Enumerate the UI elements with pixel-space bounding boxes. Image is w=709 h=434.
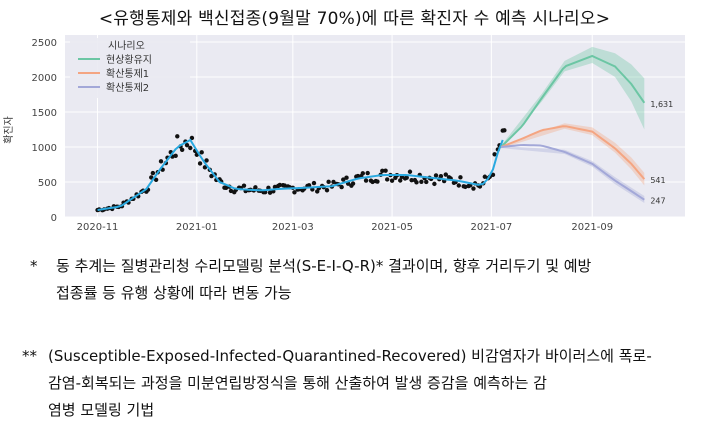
observed-point — [492, 152, 497, 157]
observed-point — [202, 165, 208, 170]
observed-point — [350, 181, 356, 186]
observed-point — [339, 184, 344, 190]
observed-point — [404, 175, 409, 180]
observed-point — [456, 183, 462, 188]
series-line — [500, 54, 646, 148]
observed-point — [149, 175, 154, 180]
observed-point — [292, 190, 297, 195]
legend-label: 확산통제1 — [106, 68, 149, 80]
y-axis-label: 확진자 — [3, 116, 15, 144]
footnote-2-line-2: 감염-회복되는 과정을 미분연립방정식을 통해 산출하여 발생 증감을 예측하는… — [48, 374, 547, 392]
x-tick-labels: 2020-11 2021-01 2021-03 2021-05 2021-07 2021-… — [77, 222, 613, 233]
observed-point — [277, 182, 283, 188]
observed-point — [433, 173, 439, 178]
observed-point — [199, 150, 204, 155]
observed-point — [424, 179, 429, 185]
fitted-line — [97, 138, 504, 211]
confidence-band — [501, 123, 645, 186]
observed-point — [471, 186, 476, 191]
x-tick-label: 2021-05 — [371, 222, 413, 233]
observed-point — [324, 188, 330, 193]
x-tick-label: 2021-03 — [272, 222, 314, 233]
observed-point — [150, 170, 156, 176]
x-tick-label: 2021-01 — [176, 222, 218, 233]
confidence-band — [501, 46, 645, 149]
footnote-1: * 동 추계는 질병관리청 수리모델링 분석(S-E-I-Q-R)* 결과이며, … — [30, 253, 700, 307]
series-line — [501, 143, 645, 201]
end-value-label: 1,631 — [650, 100, 673, 109]
x-tick-label: 2021-07 — [470, 222, 512, 233]
observed-point — [443, 172, 448, 177]
observed-point — [383, 168, 388, 173]
observed-point — [184, 142, 190, 148]
observed-point — [253, 185, 258, 190]
y-tick-label: 0 — [51, 213, 57, 224]
page-title: <유행통제와 백신접종(9월말 70%)에 따른 확진자 수 예측 시나리오> — [98, 9, 611, 29]
observed-point — [179, 147, 185, 152]
observed-point — [209, 173, 214, 179]
confidence-band — [501, 145, 645, 203]
y-tick-label: 1000 — [32, 143, 57, 154]
observed-point — [175, 134, 180, 139]
y-tick-label: 2500 — [32, 38, 57, 49]
legend-label: 현상황유지 — [106, 54, 152, 66]
observed-point — [344, 175, 349, 180]
observed-point — [241, 183, 247, 188]
series-line — [500, 125, 646, 180]
observed-point — [409, 177, 414, 183]
observed-point — [414, 180, 419, 185]
observed-point — [458, 175, 463, 180]
footnote-1-line-1: 동 추계는 질병관리청 수리모델링 분석(S-E-I-Q-R)* 결과이며, 향… — [56, 257, 592, 275]
series-lines — [97, 54, 646, 211]
observed-point — [419, 179, 424, 184]
observed-point — [438, 174, 444, 179]
footnote-2-line-1: (Susceptible-Exposed-Infected-Quarantine… — [48, 347, 652, 365]
observed-point — [204, 158, 209, 163]
forecast-chart: 0 500 1000 1500 2000 2500 2020-11 2021-01 2021-… — [3, 35, 685, 233]
end-value-label: 247 — [650, 197, 665, 206]
observed-point — [502, 128, 507, 133]
observed-point — [355, 173, 361, 179]
x-tick-label: 2021-09 — [571, 222, 613, 233]
observed-point — [380, 168, 385, 174]
y-tick-label: 500 — [38, 178, 57, 189]
observed-point — [375, 179, 380, 184]
observed-point — [197, 161, 203, 166]
observed-point — [389, 178, 395, 183]
footnote-1-mark: * — [30, 257, 38, 275]
observed-point — [363, 178, 369, 183]
observed-point — [432, 181, 437, 187]
end-value-label: 541 — [650, 176, 665, 185]
observed-point — [326, 179, 331, 185]
observed-point — [407, 169, 413, 174]
legend-title: 시나리오 — [108, 40, 145, 52]
y-tick-label: 1500 — [32, 108, 57, 119]
observed-point — [365, 170, 370, 176]
y-tick-labels: 0 500 1000 1500 2000 2500 — [32, 38, 57, 224]
footnote-2-mark: ** — [22, 347, 37, 365]
confidence-bands — [501, 46, 645, 203]
observed-point — [490, 172, 496, 178]
footnote-2-line-3: 염병 모델링 기법 — [48, 401, 155, 419]
observed-point — [331, 179, 336, 185]
observed-point — [360, 171, 365, 176]
footnote-1-line-2: 접종률 등 유행 상황에 따라 변동 가능 — [56, 284, 292, 302]
observed-point — [398, 178, 403, 183]
observed-point — [173, 153, 178, 159]
observed-point — [315, 189, 320, 194]
x-tick-label: 2020-11 — [77, 222, 119, 233]
legend-label: 확산통제2 — [106, 82, 149, 94]
end-value-labels: 1,631 541 247 — [650, 100, 673, 206]
y-tick-label: 2000 — [32, 73, 57, 84]
observed-point — [311, 180, 317, 186]
observed-point — [385, 177, 390, 182]
observed-point — [188, 145, 193, 151]
observed-point — [158, 159, 164, 164]
observed-point — [341, 177, 346, 182]
footnote-2: ** (Susceptible-Exposed-Infected-Quaranti… — [22, 343, 706, 424]
observed-point — [153, 177, 159, 182]
